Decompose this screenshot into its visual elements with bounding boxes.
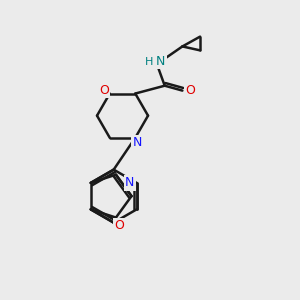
Text: O: O [114,219,124,232]
Text: N: N [156,55,166,68]
Text: N: N [133,136,142,149]
Text: O: O [99,84,109,97]
Text: H: H [145,57,153,67]
Text: O: O [185,84,195,97]
Text: N: N [125,176,134,189]
